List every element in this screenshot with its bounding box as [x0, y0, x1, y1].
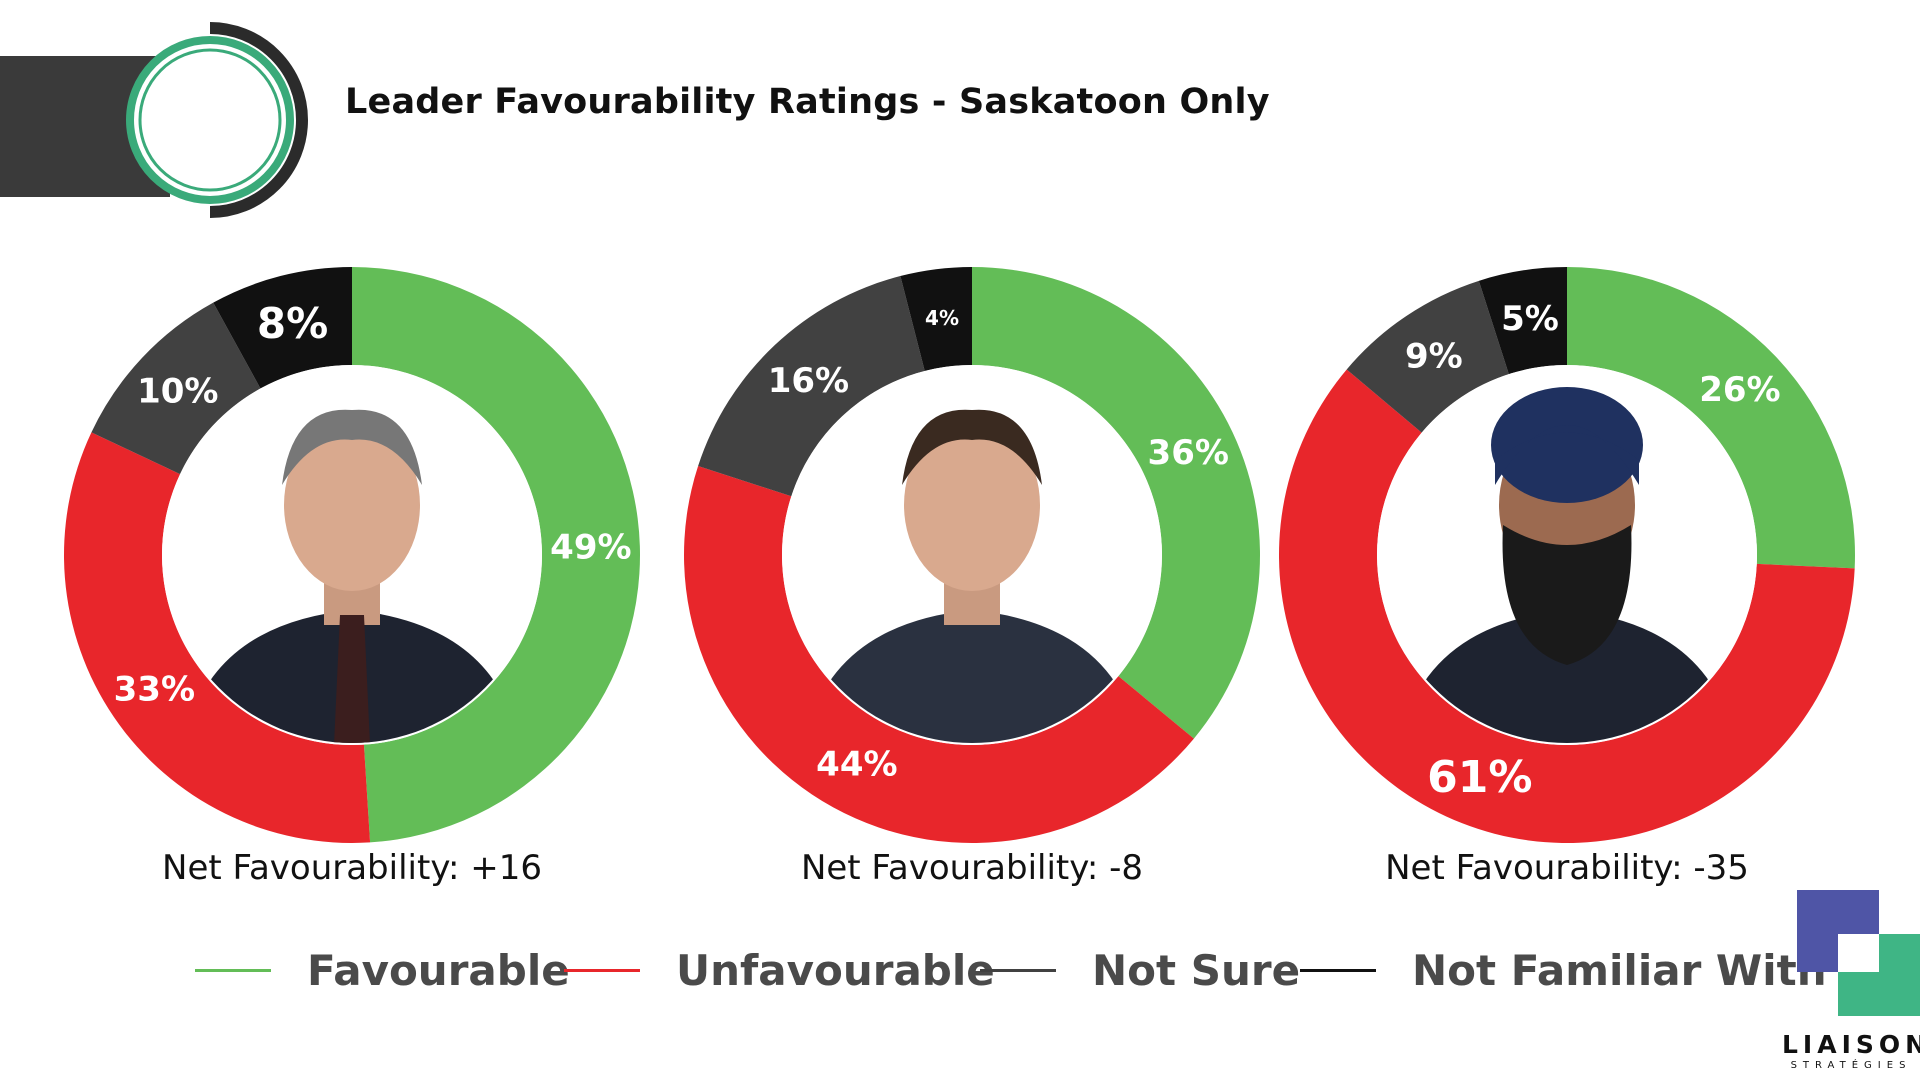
donut-3-label-favourable: 26%: [1699, 370, 1780, 410]
legend-label-not-familiar: Not Familiar With: [1412, 945, 1827, 995]
header-ring-icon: [126, 22, 308, 218]
net-favourability-label-2: Net Favourability: -8: [800, 848, 1144, 888]
donut-1-label-unfavourable: 33%: [114, 669, 195, 709]
donut-2-label-favourable: 36%: [1148, 433, 1229, 473]
liaison-logo: LIAISON STRATÉGIES: [1782, 884, 1920, 1074]
donut-2-slice-favourable: [972, 267, 1260, 739]
donut-2-label-not-familiar-with: 4%: [925, 306, 959, 330]
net-favourability-label-3: Net Favourability: -35: [1385, 848, 1749, 888]
donut-2-slice-unfavourable: [684, 466, 1194, 843]
legend-item-not-sure: Not Sure: [980, 940, 1300, 1000]
donut-2-label-unfavourable: 44%: [816, 744, 897, 784]
legend-item-favourable: Favourable: [195, 940, 570, 1000]
donut-3-slice-not-sure: [1346, 280, 1509, 433]
donut-2-label-not-sure: 16%: [768, 361, 849, 401]
donut-1-slice-not-familiar-with: [213, 267, 352, 389]
legend-label-favourable: Favourable: [307, 945, 570, 995]
donut-2-slice-not-familiar-with: [900, 267, 972, 371]
donut-1-portrait-icon: [182, 409, 522, 743]
donut-3-label-not-sure: 9%: [1405, 337, 1463, 377]
legend-swatch-favourable: [195, 968, 271, 972]
donut-1-label-not-familiar-with: 8%: [257, 299, 328, 348]
legend-swatch-unfavourable: [564, 968, 640, 972]
donut-2-portrait-icon: [802, 409, 1142, 743]
donut-1-slice-unfavourable: [63, 432, 371, 844]
donut-3-slice-unfavourable: [1279, 369, 1855, 843]
donut-1-label-not-sure: 10%: [137, 371, 218, 411]
donut-chart-favourability-3: 26% 61% 9% 5%: [1279, 267, 1855, 843]
legend-label-unfavourable: Unfavourable: [676, 945, 995, 995]
net-favourability-label-1: Net Favourability: +16: [162, 848, 542, 888]
legend-item-not-familiar: Not Familiar With: [1300, 940, 1827, 1000]
logo-subtitle: STRATÉGIES: [1790, 1060, 1912, 1071]
donut-1-slice-favourable: [352, 267, 641, 843]
legend-swatch-not-familiar: [1300, 968, 1376, 972]
legend: Favourable Unfavourable Not Sure Not Fam…: [0, 940, 1827, 1000]
donut-2-slice-not-sure: [698, 276, 925, 497]
liaison-logo-icon: [1797, 890, 1920, 1016]
donut-1-slice-not-sure: [91, 302, 261, 475]
donut-3-label-unfavourable: 61%: [1427, 752, 1532, 803]
logo-name: LIAISON: [1782, 1030, 1920, 1059]
donut-1-label-favourable: 49%: [550, 527, 631, 567]
donut-chart-favourability-2: 36% 44% 16% 4%: [684, 267, 1260, 843]
legend-item-unfavourable: Unfavourable: [564, 940, 995, 1000]
donut-3-label-not-familiar-with: 5%: [1501, 299, 1559, 339]
donut-chart-favourability-1: 49% 33% 10% 8%: [63, 267, 641, 844]
donut-3-slice-not-familiar-with: [1478, 267, 1567, 375]
page-title: Leader Favourability Ratings - Saskatoon…: [345, 82, 1270, 122]
donut-3-slice-favourable: [1567, 267, 1855, 569]
legend-swatch-not-sure: [980, 968, 1056, 972]
donut-3-portrait-icon: [1397, 387, 1737, 743]
legend-label-not-sure: Not Sure: [1092, 945, 1301, 995]
